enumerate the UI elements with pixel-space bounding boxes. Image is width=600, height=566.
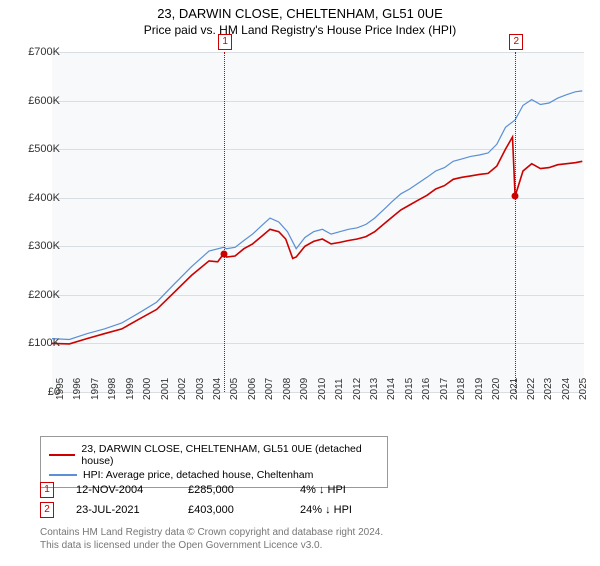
x-tick-label: 2020: [491, 378, 502, 400]
y-tick-label: £700K: [16, 46, 60, 58]
tx-marker-box: 2: [509, 34, 523, 50]
x-tick-label: 2009: [299, 378, 310, 400]
x-tick-label: 1997: [90, 378, 101, 400]
x-tick-label: 2004: [212, 378, 223, 400]
tx-delta: 4% ↓ HPI: [300, 484, 390, 496]
x-tick-label: 2017: [439, 378, 450, 400]
x-tick-label: 2002: [177, 378, 188, 400]
x-tick-label: 2022: [526, 378, 537, 400]
x-tick-label: 2000: [142, 378, 153, 400]
x-tick-label: 2015: [404, 378, 415, 400]
series-prop: [52, 137, 582, 344]
tx-date: 12-NOV-2004: [76, 484, 166, 496]
page-title: 23, DARWIN CLOSE, CHELTENHAM, GL51 0UE: [0, 6, 600, 21]
x-tick-label: 2016: [421, 378, 432, 400]
y-tick-label: £500K: [16, 143, 60, 155]
tx-marker-box: 1: [218, 34, 232, 50]
y-tick-label: £200K: [16, 289, 60, 301]
x-tick-label: 2023: [543, 378, 554, 400]
legend-item-prop: 23, DARWIN CLOSE, CHELTENHAM, GL51 0UE (…: [49, 443, 379, 467]
footer-line2: This data is licensed under the Open Gov…: [40, 539, 383, 552]
transaction-row: 1 12-NOV-2004 £285,000 4% ↓ HPI: [40, 480, 390, 500]
x-tick-label: 2013: [369, 378, 380, 400]
x-tick-label: 2012: [352, 378, 363, 400]
x-tick-label: 2019: [474, 378, 485, 400]
x-tick-label: 1999: [125, 378, 136, 400]
chart: 12: [52, 52, 584, 392]
tx-date: 23-JUL-2021: [76, 504, 166, 516]
x-tick-label: 2003: [195, 378, 206, 400]
x-tick-label: 1995: [55, 378, 66, 400]
x-tick-label: 1998: [107, 378, 118, 400]
legend-swatch-prop: [49, 454, 75, 456]
x-tick-label: 2005: [229, 378, 240, 400]
legend-swatch-hpi: [49, 474, 77, 476]
tx-vline: [515, 52, 516, 392]
footer: Contains HM Land Registry data © Crown c…: [40, 526, 383, 552]
x-tick-label: 2024: [561, 378, 572, 400]
x-tick-label: 2025: [578, 378, 589, 400]
transaction-row: 2 23-JUL-2021 £403,000 24% ↓ HPI: [40, 500, 390, 520]
tx-vline: [224, 52, 225, 392]
plot-svg: [52, 52, 584, 392]
x-tick-label: 2018: [456, 378, 467, 400]
transaction-table: 1 12-NOV-2004 £285,000 4% ↓ HPI 2 23-JUL…: [40, 480, 390, 520]
y-tick-label: £100K: [16, 337, 60, 349]
x-tick-label: 2010: [317, 378, 328, 400]
y-tick-label: £0: [16, 386, 60, 398]
tx-price: £403,000: [188, 504, 278, 516]
tx-dot: [512, 193, 519, 200]
legend-label-prop: 23, DARWIN CLOSE, CHELTENHAM, GL51 0UE (…: [81, 443, 379, 467]
tx-price: £285,000: [188, 484, 278, 496]
y-tick-label: £300K: [16, 240, 60, 252]
x-tick-label: 1996: [72, 378, 83, 400]
footer-line1: Contains HM Land Registry data © Crown c…: [40, 526, 383, 539]
x-tick-label: 2006: [247, 378, 258, 400]
tx-dot: [221, 250, 228, 257]
tx-marker-1: 1: [40, 482, 54, 498]
x-tick-label: 2011: [334, 378, 345, 400]
y-tick-label: £600K: [16, 95, 60, 107]
tx-delta: 24% ↓ HPI: [300, 504, 390, 516]
tx-marker-2: 2: [40, 502, 54, 518]
x-tick-label: 2007: [264, 378, 275, 400]
x-tick-label: 2021: [509, 378, 520, 400]
x-tick-label: 2008: [282, 378, 293, 400]
x-tick-label: 2014: [386, 378, 397, 400]
x-tick-label: 2001: [160, 378, 171, 400]
y-tick-label: £400K: [16, 192, 60, 204]
series-hpi: [52, 91, 582, 340]
